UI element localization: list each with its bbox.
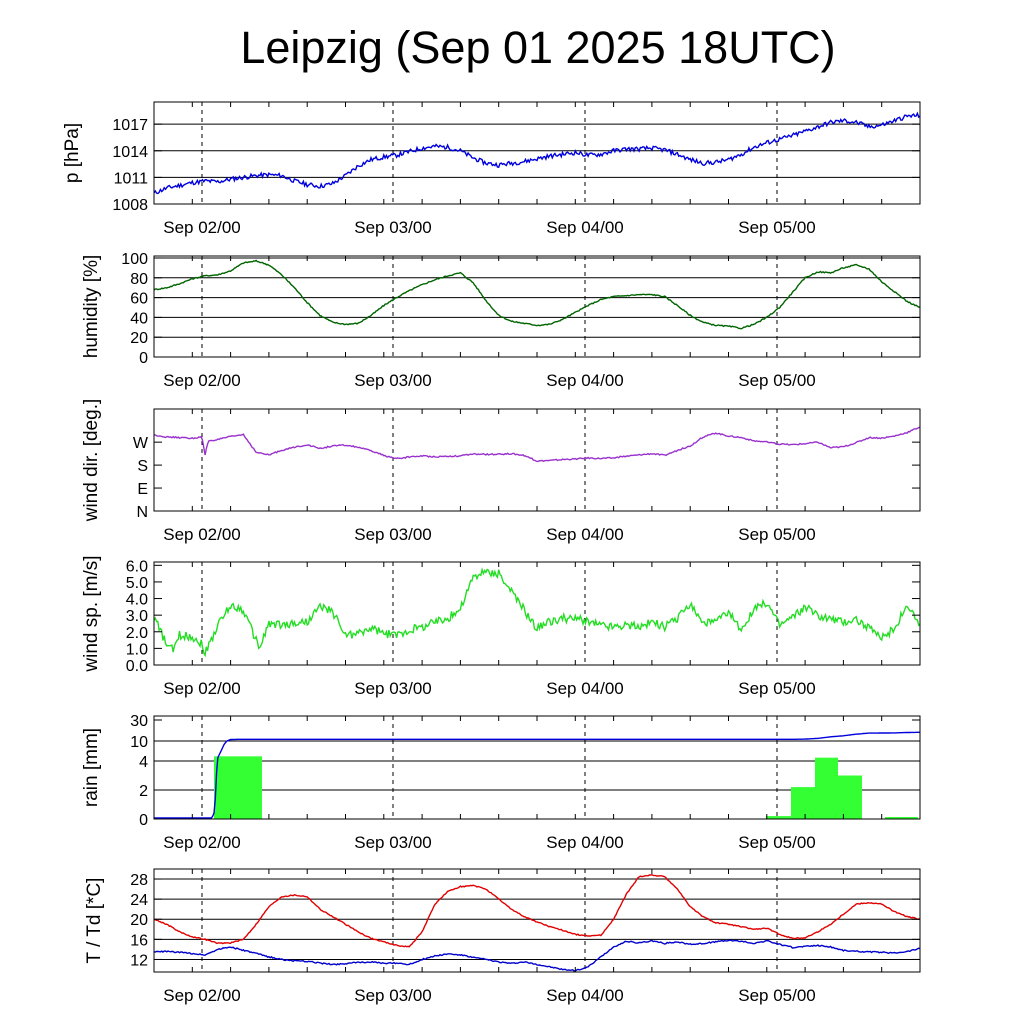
y-tick-label: 5.0 xyxy=(126,575,148,592)
series-line-temperature xyxy=(154,873,920,948)
y-tick-label: 30 xyxy=(130,713,148,730)
y-tick-label: 2.0 xyxy=(126,625,148,642)
y-tick-label: 10 xyxy=(130,734,148,751)
series-line-humidity xyxy=(153,259,921,330)
chart-title: Leipzig (Sep 01 2025 18UTC) xyxy=(240,22,836,73)
x-tick-label: Sep 02/00 xyxy=(163,986,241,1005)
panel-rain: 0 2 4 10 30 rain [mm] Sep 02/00 Sep 03/00 Sep 04… xyxy=(81,713,921,852)
plot-frame xyxy=(153,101,921,205)
series-line-pressure xyxy=(153,111,921,195)
y-tick-label: W xyxy=(133,435,149,452)
panel-wind-speed: 0.01.02.03.04.05.06.0 wind sp. [m/s] Sep 0… xyxy=(81,555,921,698)
x-tick-label: Sep 02/00 xyxy=(163,371,241,390)
x-tick-label: Sep 04/00 xyxy=(546,833,624,852)
y-axis-label: wind sp. [m/s] xyxy=(81,555,102,672)
x-tick-label: Sep 04/00 xyxy=(546,986,624,1005)
plot-frame xyxy=(153,408,921,512)
y-tick-label: 0 xyxy=(139,350,148,367)
x-tick-label: Sep 03/00 xyxy=(354,218,432,237)
series-line-wind-direction xyxy=(154,426,921,463)
y-axis-label: wind dir. [deg.] xyxy=(81,399,102,523)
y-tick-label: 1008 xyxy=(112,197,148,214)
x-tick-label: Sep 02/00 xyxy=(163,218,241,237)
x-tick-label: Sep 03/00 xyxy=(354,833,432,852)
series-line-dew-point xyxy=(153,939,921,972)
y-axis-label: T / Td [*C] xyxy=(84,878,105,964)
x-tick-label: Sep 02/00 xyxy=(163,833,241,852)
y-tick-label: 40 xyxy=(130,310,148,327)
series-line-wind-speed xyxy=(153,567,921,658)
x-tick-label: Sep 03/00 xyxy=(354,525,432,544)
y-tick-label: 12 xyxy=(130,952,148,969)
y-tick-label: 100 xyxy=(121,251,148,268)
y-tick-label: 1014 xyxy=(112,144,148,161)
rain-bar xyxy=(766,816,791,819)
y-tick-label: S xyxy=(137,458,148,475)
y-tick-label: E xyxy=(137,481,148,498)
series-line-accumulated-rain xyxy=(154,731,920,819)
y-tick-label: 4.0 xyxy=(126,592,148,609)
y-tick-label: 0.0 xyxy=(126,658,148,675)
x-tick-label: Sep 03/00 xyxy=(354,679,432,698)
x-tick-label: Sep 04/00 xyxy=(546,218,624,237)
plot-frame xyxy=(153,561,921,666)
y-tick-label: 20 xyxy=(130,912,148,929)
y-tick-label: 80 xyxy=(130,271,148,288)
y-axis-label: humidity [%] xyxy=(81,255,102,358)
plot-frame xyxy=(153,255,921,358)
panel-humidity: 0 20 40 60 80 100 humidity [%] Sep 02/00 Sep 03/… xyxy=(81,251,921,390)
x-tick-label: Sep 02/00 xyxy=(163,679,241,698)
y-tick-label: 3.0 xyxy=(126,608,148,625)
y-tick-label: 4 xyxy=(139,754,148,771)
x-tick-label: Sep 04/00 xyxy=(546,371,624,390)
y-tick-label: 2 xyxy=(139,783,148,800)
x-tick-label: Sep 05/00 xyxy=(738,218,816,237)
rain-bar xyxy=(791,787,815,819)
x-tick-label: Sep 02/00 xyxy=(163,525,241,544)
y-tick-label: 16 xyxy=(130,932,148,949)
x-tick-label: Sep 03/00 xyxy=(354,986,432,1005)
x-tick-label: Sep 03/00 xyxy=(354,371,432,390)
y-tick-label: 0 xyxy=(139,812,148,829)
x-tick-label: Sep 05/00 xyxy=(738,986,816,1005)
y-tick-label: 28 xyxy=(130,872,148,889)
y-axis-label: p [hPa] xyxy=(62,123,83,183)
y-tick-label: 60 xyxy=(130,291,148,308)
panel-pressure: 1008 1011 1014 1017 p [hPa] Sep 02/00 Sep 03/0… xyxy=(62,101,921,237)
rain-bar xyxy=(214,756,262,819)
y-tick-label: 1017 xyxy=(112,117,148,134)
panel-temperature: 12 16 20 24 28 T / Td [*C] Sep 02/00 Sep 03/00 S… xyxy=(84,868,921,1005)
y-tick-label: 20 xyxy=(130,330,148,347)
y-tick-label: 6.0 xyxy=(126,558,148,575)
rain-bar xyxy=(815,757,838,819)
y-tick-label: N xyxy=(136,504,148,521)
rain-bar xyxy=(838,775,862,819)
x-tick-label: Sep 05/00 xyxy=(738,833,816,852)
y-tick-label: 1.0 xyxy=(126,641,148,658)
x-tick-label: Sep 04/00 xyxy=(546,679,624,698)
x-tick-label: Sep 05/00 xyxy=(738,371,816,390)
y-axis-label: rain [mm] xyxy=(81,728,102,807)
x-tick-label: Sep 05/00 xyxy=(738,525,816,544)
y-tick-label: 24 xyxy=(130,892,148,909)
x-tick-label: Sep 05/00 xyxy=(738,679,816,698)
y-tick-label: 1011 xyxy=(114,170,149,187)
x-tick-label: Sep 04/00 xyxy=(546,525,624,544)
